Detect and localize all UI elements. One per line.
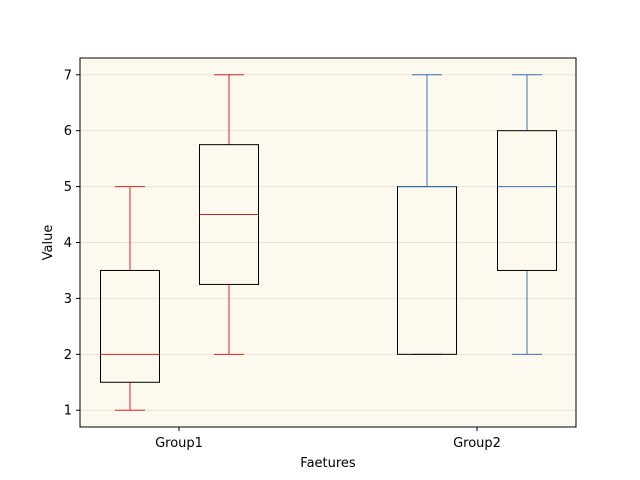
y-tick-label: 1 (64, 404, 72, 419)
box-3 (397, 74, 457, 355)
y-tick-label: 6 (64, 124, 72, 139)
y-tick-label: 5 (64, 180, 72, 195)
y-tick-label: 2 (64, 348, 72, 363)
y-tick-label: 7 (64, 68, 72, 83)
box-body (100, 269, 160, 383)
box-4 (497, 74, 557, 355)
y-tick-label: 4 (64, 236, 72, 251)
y-axis-label: Value (41, 225, 56, 261)
grid-lines (80, 74, 576, 411)
x-tick-label: Group1 (155, 436, 203, 451)
box-series (100, 74, 557, 411)
x-axis-label: Faetures (300, 456, 356, 471)
box-body (497, 130, 557, 271)
box-2 (199, 74, 259, 355)
y-axis-ticks: 1 2 3 4 5 6 7 (64, 68, 80, 419)
box-1 (100, 186, 160, 411)
y-tick-label: 3 (64, 292, 72, 307)
x-tick-label: Group2 (453, 436, 501, 451)
x-axis-ticks: Group1 Group2 (155, 427, 501, 451)
